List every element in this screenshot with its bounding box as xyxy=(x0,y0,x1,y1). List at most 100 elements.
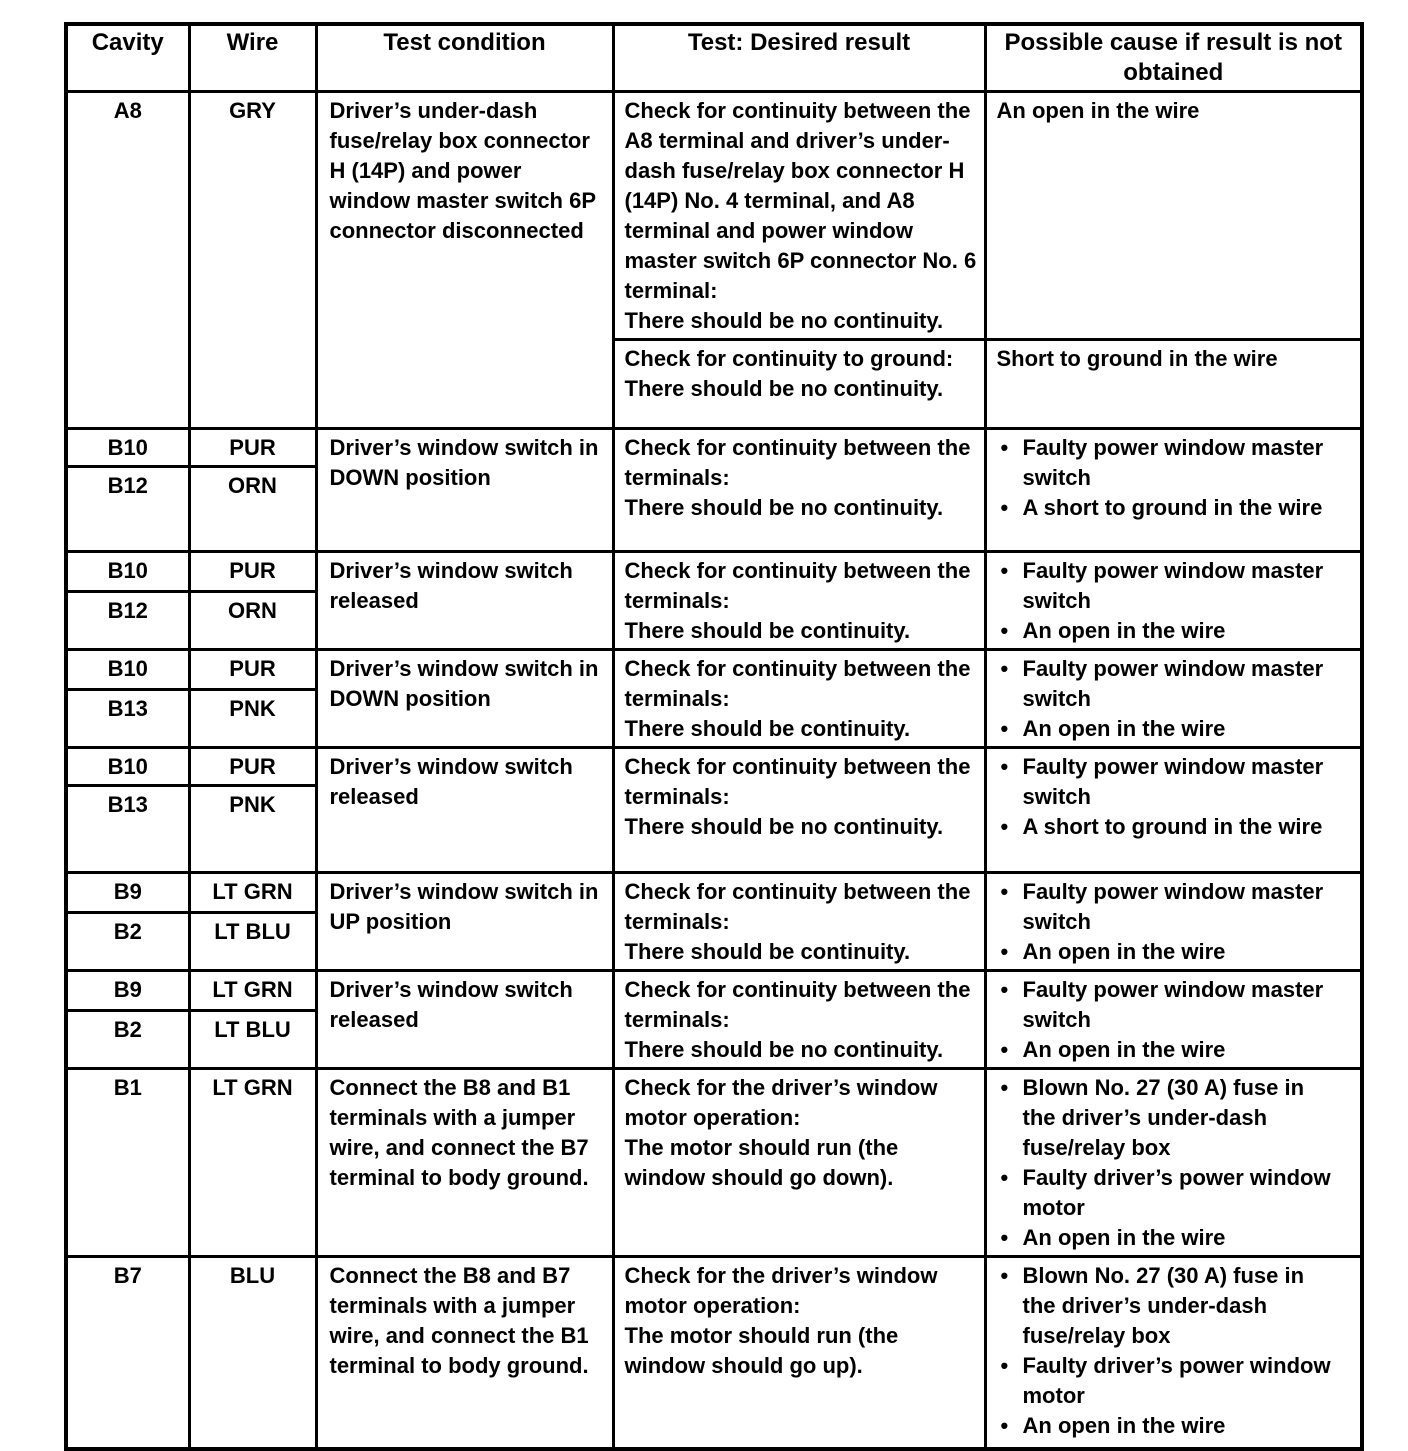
cause-item: Faulty power window master switch xyxy=(997,556,1341,616)
test-condition-cell: Driver’s window switch in UP position xyxy=(314,871,615,972)
cause-item: An open in the wire xyxy=(997,1035,1341,1065)
cavity-cell: B1 xyxy=(64,1067,191,1258)
wire-cell: LT GRN xyxy=(187,968,318,1013)
row-group-b10-b13-released: B10 PUR Driver’s window switch released … xyxy=(64,746,1364,874)
cavity-cell: B13 xyxy=(64,784,191,874)
wire-cell: PUR xyxy=(187,427,318,468)
possible-cause-cell: Faulty power window master switchAn open… xyxy=(983,871,1364,972)
troubleshooting-table: Cavity Wire Test condition Test: Desired… xyxy=(64,22,1364,1451)
test-condition-cell: Driver’s window switch in DOWN position xyxy=(314,427,615,553)
cavity-cell: B10 xyxy=(64,647,191,692)
cause-item: Faulty power window master switch xyxy=(997,654,1341,714)
column-header-possible-cause: Possible cause if result is not obtained xyxy=(983,22,1364,93)
table-row: B13 PNK xyxy=(64,784,1362,874)
cavity-cell: A8 xyxy=(64,90,191,430)
document-page: Cavity Wire Test condition Test: Desired… xyxy=(0,0,1408,1414)
table-row: B9 LT GRN Driver’s window switch in UP p… xyxy=(64,870,1364,972)
desired-result-cell: Check for continuity between the termina… xyxy=(611,427,987,553)
cavity-cell: B7 xyxy=(64,1255,191,1450)
wire-cell: LT GRN xyxy=(187,870,318,915)
cavity-cell: B10 xyxy=(64,746,191,787)
cause-item: An open in the wire xyxy=(997,714,1341,744)
wire-cell: PUR xyxy=(187,746,318,787)
desired-result-cell: Check for continuity between the termina… xyxy=(611,871,987,972)
cause-item: Blown No. 27 (30 A) fuse in the driver’s… xyxy=(997,1073,1341,1163)
possible-cause-cell: Faulty power window master switchA short… xyxy=(983,427,1364,553)
table-row: B10 PUR Driver’s window switch in DOWN p… xyxy=(64,427,1364,553)
desired-result-cell: Check for continuity between the termina… xyxy=(611,969,987,1070)
wire-cell: LT GRN xyxy=(187,1067,318,1258)
possible-cause-cell: Faulty power window master switchAn open… xyxy=(983,648,1364,749)
table-row: B13 PNK xyxy=(64,688,1362,749)
desired-result-cell: Check for the driver’s window motor oper… xyxy=(611,1255,987,1450)
cavity-cell: B10 xyxy=(64,549,191,594)
cause-list: Faulty power window master switchA short… xyxy=(997,433,1341,523)
wire-cell: PNK xyxy=(187,688,318,749)
wire-cell: PUR xyxy=(187,647,318,692)
cavity-cell: B2 xyxy=(64,911,191,972)
test-condition-cell: Driver’s window switch in DOWN position xyxy=(314,648,615,749)
possible-cause-cell: Blown No. 27 (30 A) fuse in the driver’s… xyxy=(983,1255,1364,1450)
cause-item: Faulty power window master switch xyxy=(997,877,1341,937)
cause-item: Faulty driver’s power window motor xyxy=(997,1351,1341,1411)
possible-cause-cell: Short to ground in the wire xyxy=(983,338,1364,430)
cavity-cell: B2 xyxy=(64,1009,191,1070)
wire-cell: ORN xyxy=(187,590,318,651)
cavity-cell: B9 xyxy=(64,870,191,915)
cavity-cell: B9 xyxy=(64,968,191,1013)
cause-list: Faulty power window master switchAn open… xyxy=(997,654,1341,744)
row-group-b1: B1 LT GRN Connect the B8 and B1 terminal… xyxy=(64,1067,1364,1258)
row-group-b10-b12-down: B10 PUR Driver’s window switch in DOWN p… xyxy=(64,427,1364,553)
table-row: B10 PUR Driver’s window switch released … xyxy=(64,549,1364,651)
cause-item: A short to ground in the wire xyxy=(997,493,1341,523)
possible-cause-cell: An open in the wire xyxy=(983,90,1364,341)
cause-item: An open in the wire xyxy=(997,937,1341,967)
table-row: B9 LT GRN Driver’s window switch release… xyxy=(64,968,1364,1070)
test-condition-cell: Driver’s under-dash fuse/relay box conne… xyxy=(314,90,615,430)
cause-item: Faulty driver’s power window motor xyxy=(997,1163,1341,1223)
wire-cell: PUR xyxy=(187,549,318,594)
table-row: B1 LT GRN Connect the B8 and B1 terminal… xyxy=(64,1067,1364,1258)
cause-list: Faulty power window master switchAn open… xyxy=(997,975,1341,1065)
cause-list: Blown No. 27 (30 A) fuse in the driver’s… xyxy=(997,1261,1341,1441)
wire-cell: GRY xyxy=(187,90,318,430)
possible-cause-cell: Faulty power window master switchA short… xyxy=(983,746,1364,874)
wire-cell: BLU xyxy=(187,1255,318,1450)
cavity-cell: B12 xyxy=(64,590,191,651)
desired-result-cell: Check for continuity between the termina… xyxy=(611,746,987,874)
cavity-cell: B13 xyxy=(64,688,191,749)
row-group-b9-b2-released: B9 LT GRN Driver’s window switch release… xyxy=(64,968,1364,1070)
cause-item: Faulty power window master switch xyxy=(997,433,1341,493)
row-group-b10-b12-released: B10 PUR Driver’s window switch released … xyxy=(64,549,1364,651)
table-row: B12 ORN xyxy=(64,465,1362,553)
test-condition-cell: Connect the B8 and B1 terminals with a j… xyxy=(314,1067,615,1258)
desired-result-cell: Check for continuity between the termina… xyxy=(611,550,987,651)
desired-result-cell: Check for continuity between the A8 term… xyxy=(611,90,987,341)
possible-cause-cell: Blown No. 27 (30 A) fuse in the driver’s… xyxy=(983,1067,1364,1258)
row-group-b9-b2-up: B9 LT GRN Driver’s window switch in UP p… xyxy=(64,870,1364,972)
row-group-b7: B7 BLU Connect the B8 and B7 terminals w… xyxy=(64,1255,1364,1450)
cause-list: Blown No. 27 (30 A) fuse in the driver’s… xyxy=(997,1073,1341,1253)
row-group-a8: A8 GRY Driver’s under-dash fuse/relay bo… xyxy=(64,90,1364,430)
desired-result-cell: Check for the driver’s window motor oper… xyxy=(611,1067,987,1258)
wire-cell: LT BLU xyxy=(187,911,318,972)
cause-list: Faulty power window master switchAn open… xyxy=(997,877,1341,967)
cause-item: An open in the wire xyxy=(997,1411,1341,1441)
desired-result-cell: Check for continuity between the termina… xyxy=(611,648,987,749)
possible-cause-cell: Faulty power window master switchAn open… xyxy=(983,550,1364,651)
cause-list: Faulty power window master switchA short… xyxy=(997,752,1341,842)
table-row: A8 GRY Driver’s under-dash fuse/relay bo… xyxy=(64,90,1364,430)
header-row: Cavity Wire Test condition Test: Desired… xyxy=(64,22,1364,93)
test-condition-cell: Driver’s window switch released xyxy=(314,746,615,874)
cause-item: Faulty power window master switch xyxy=(997,752,1341,812)
wire-cell: PNK xyxy=(187,784,318,874)
test-condition-cell: Driver’s window switch released xyxy=(314,550,615,651)
column-header-cavity: Cavity xyxy=(64,22,191,93)
test-condition-cell: Driver’s window switch released xyxy=(314,969,615,1070)
table-row: B10 PUR Driver’s window switch released … xyxy=(64,746,1364,874)
cause-item: Faulty power window master switch xyxy=(997,975,1341,1035)
cavity-cell: B10 xyxy=(64,427,191,468)
desired-result-cell: Check for continuity to ground: There sh… xyxy=(611,338,987,430)
column-header-wire: Wire xyxy=(187,22,318,93)
table-row: B2 LT BLU xyxy=(64,1009,1362,1070)
